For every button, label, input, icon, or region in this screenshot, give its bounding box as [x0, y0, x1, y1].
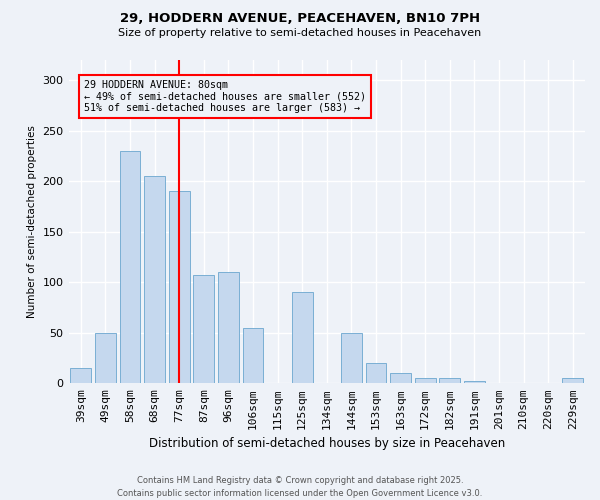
Bar — [95, 333, 116, 384]
Bar — [144, 176, 165, 384]
Bar — [365, 363, 386, 384]
Text: Contains HM Land Registry data © Crown copyright and database right 2025.
Contai: Contains HM Land Registry data © Crown c… — [118, 476, 482, 498]
Bar — [242, 328, 263, 384]
Text: 29, HODDERN AVENUE, PEACEHAVEN, BN10 7PH: 29, HODDERN AVENUE, PEACEHAVEN, BN10 7PH — [120, 12, 480, 26]
Text: Size of property relative to semi-detached houses in Peacehaven: Size of property relative to semi-detach… — [118, 28, 482, 38]
Bar — [119, 151, 140, 384]
Bar — [169, 192, 190, 384]
Bar — [70, 368, 91, 384]
Bar — [390, 373, 411, 384]
Bar — [415, 378, 436, 384]
Bar — [193, 275, 214, 384]
Bar — [562, 378, 583, 384]
Bar — [439, 378, 460, 384]
Bar — [464, 382, 485, 384]
Text: 29 HODDERN AVENUE: 80sqm
← 49% of semi-detached houses are smaller (552)
51% of : 29 HODDERN AVENUE: 80sqm ← 49% of semi-d… — [84, 80, 366, 114]
Bar — [218, 272, 239, 384]
Y-axis label: Number of semi-detached properties: Number of semi-detached properties — [27, 125, 37, 318]
Bar — [341, 333, 362, 384]
Bar — [292, 292, 313, 384]
X-axis label: Distribution of semi-detached houses by size in Peacehaven: Distribution of semi-detached houses by … — [149, 437, 505, 450]
